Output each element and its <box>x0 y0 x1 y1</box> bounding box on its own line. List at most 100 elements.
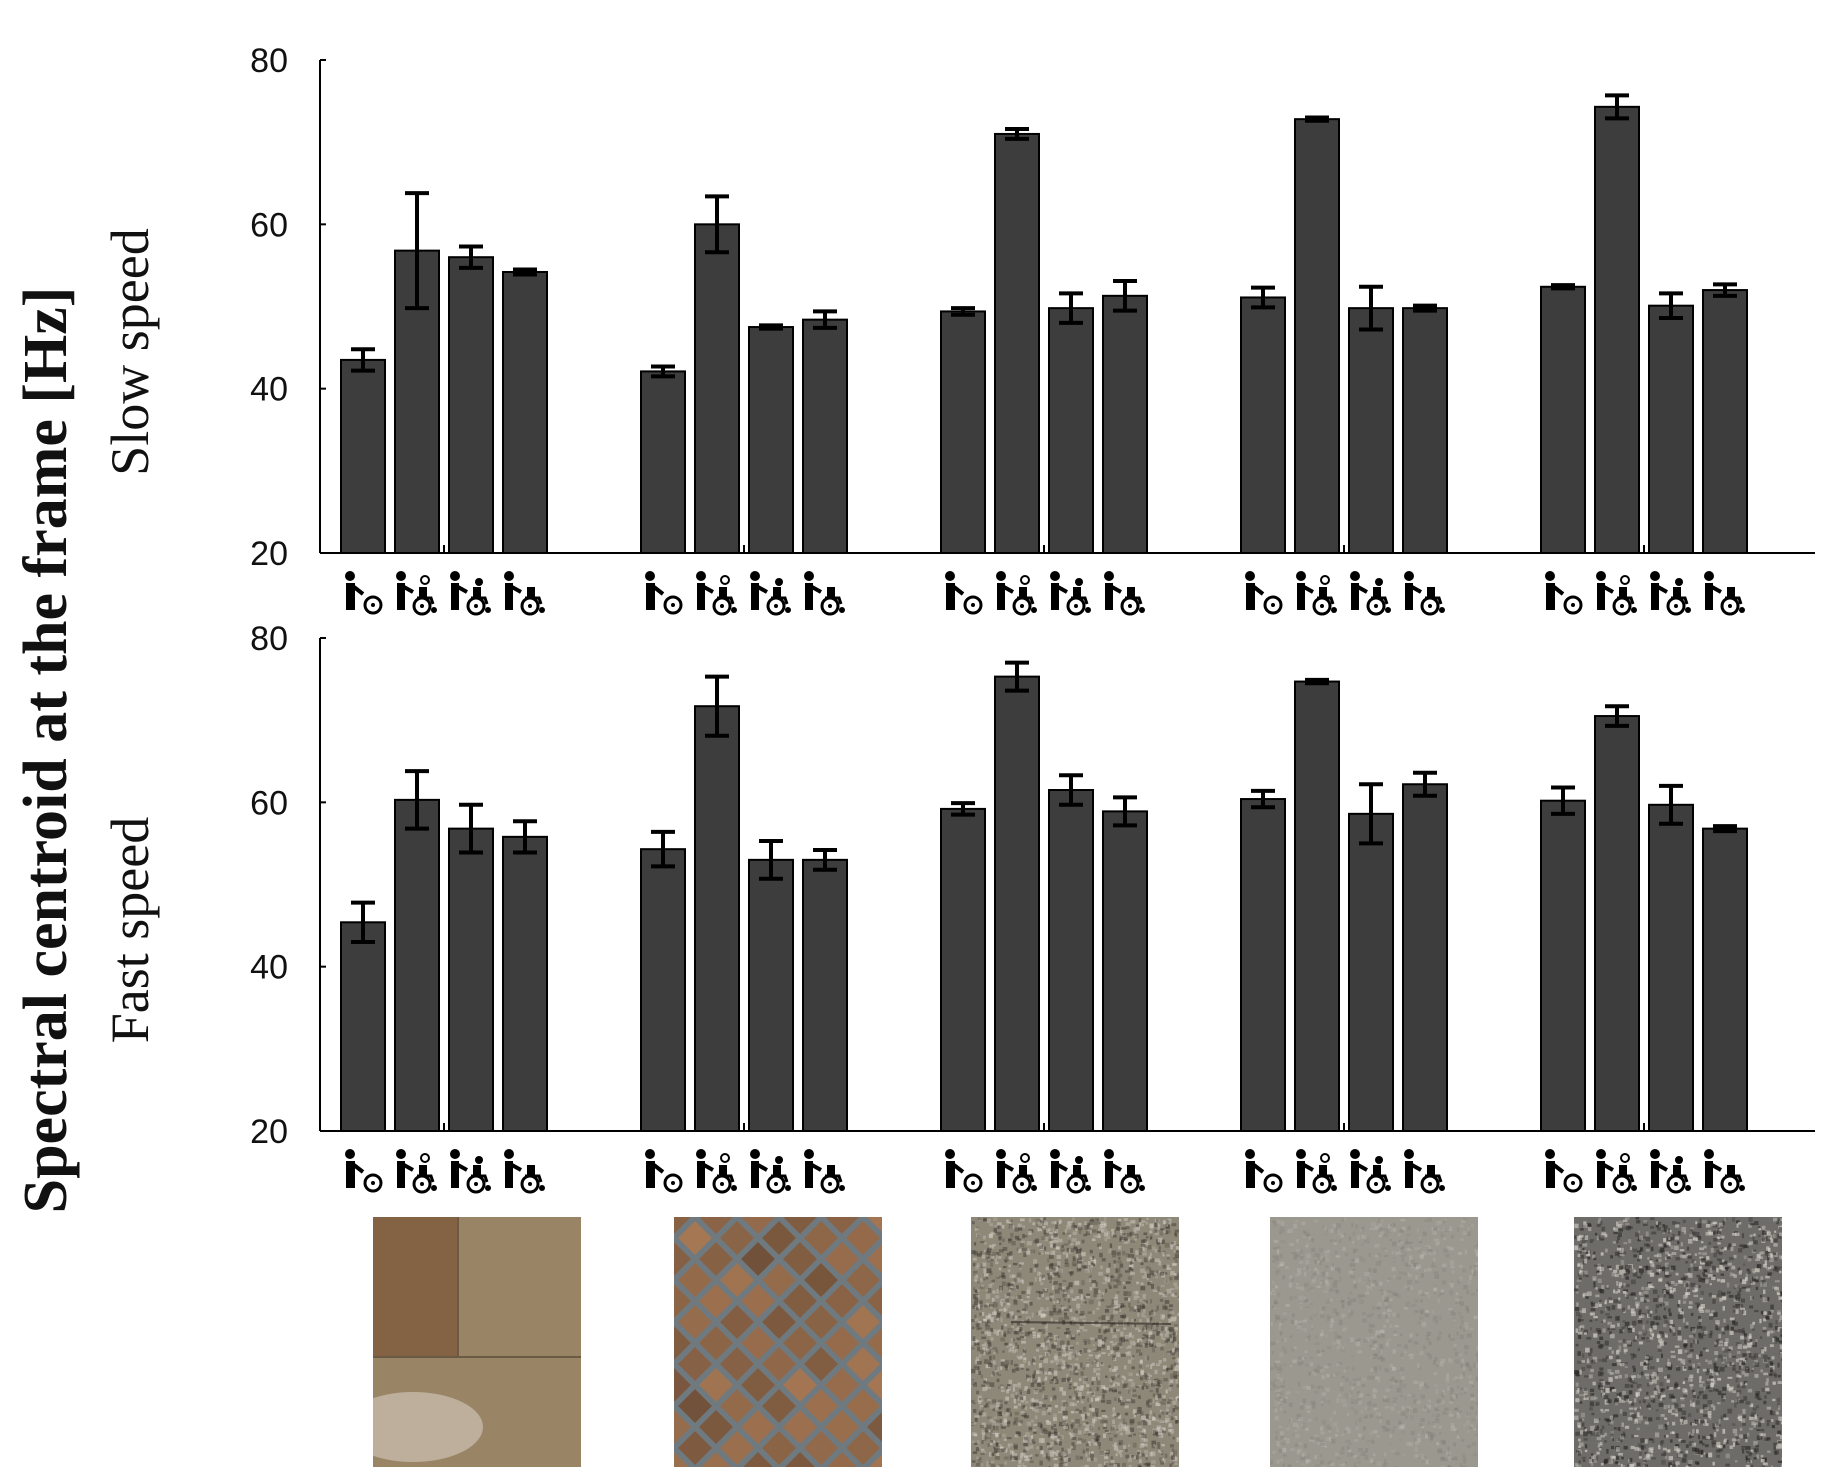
self-propelled-wheelchair-icon <box>804 1149 845 1194</box>
bar <box>1648 304 1694 555</box>
bar-group <box>1540 704 1748 1133</box>
y-tick-label: 40 <box>250 371 288 409</box>
error-bar <box>1113 279 1137 313</box>
error-bar <box>351 347 375 373</box>
error-bar <box>651 829 675 869</box>
walking-aid-user-icon <box>645 571 683 615</box>
wheelchair-with-assistant-icon <box>696 571 737 616</box>
error-bar <box>813 847 837 872</box>
coarse-granite-floor-texture <box>1574 1217 1782 1467</box>
walking-aid-user-icon <box>1245 1149 1283 1193</box>
error-bar <box>1251 285 1275 310</box>
error-bar <box>1251 788 1275 810</box>
bar <box>1240 798 1286 1133</box>
bar-group <box>940 127 1148 555</box>
self-propelled-wheelchair-icon <box>1704 1149 1745 1194</box>
y-tick-label: 60 <box>250 784 288 822</box>
bar <box>1048 789 1094 1133</box>
bar <box>394 798 440 1132</box>
error-bar <box>1005 660 1029 693</box>
error-bar <box>1713 282 1737 298</box>
error-bar <box>651 364 675 379</box>
panel-fast: 20 40 60 80 <box>250 620 1815 1151</box>
error-bar <box>405 769 429 831</box>
self-propelled-wheelchair-icon <box>1404 1149 1445 1194</box>
error-bar <box>1305 677 1329 686</box>
error-bar <box>813 309 837 330</box>
wheelchair-with-assistant-icon <box>996 571 1037 616</box>
error-bar <box>1659 783 1683 826</box>
wheelchair-with-companion-icon <box>750 571 791 616</box>
bar <box>640 848 686 1132</box>
bar <box>1594 715 1640 1133</box>
self-propelled-wheelchair-icon <box>1704 571 1745 616</box>
bar <box>1702 827 1748 1132</box>
error-bar <box>459 802 483 855</box>
wheelchair-with-companion-icon <box>450 571 491 616</box>
bar <box>1102 294 1148 554</box>
walking-aid-user-icon <box>1545 571 1583 615</box>
self-propelled-wheelchair-icon <box>1404 571 1445 616</box>
error-bar <box>1059 291 1083 325</box>
panel-slow: 20 40 60 80 <box>250 42 1815 573</box>
bar <box>1348 812 1394 1132</box>
y-tick-label: 80 <box>250 620 288 658</box>
bar-group <box>1540 93 1748 555</box>
fine-granite-floor-texture <box>971 1217 1179 1467</box>
bar <box>1102 810 1148 1132</box>
error-bar <box>1359 782 1383 846</box>
wheelchair-with-companion-icon <box>1650 571 1691 616</box>
bar <box>340 358 386 554</box>
error-bar <box>351 900 375 945</box>
error-bar <box>1551 283 1575 291</box>
bar <box>502 270 548 554</box>
bar-group <box>640 674 848 1132</box>
error-bar <box>1413 303 1437 313</box>
error-bar <box>705 674 729 738</box>
error-bar <box>759 838 783 881</box>
error-bar <box>1059 773 1083 807</box>
bar <box>640 370 686 554</box>
bar <box>802 858 848 1132</box>
error-bar <box>1659 291 1683 321</box>
bar <box>1294 680 1340 1132</box>
bar-group <box>1240 115 1448 555</box>
bar <box>694 223 740 554</box>
bar <box>1594 105 1640 555</box>
bar <box>1540 799 1586 1132</box>
walking-aid-user-icon <box>345 1149 383 1193</box>
diamond-brick-floor-texture <box>674 1217 882 1467</box>
self-propelled-wheelchair-icon <box>1104 1149 1145 1194</box>
error-bar <box>1605 704 1629 728</box>
error-bar <box>1359 284 1383 332</box>
bar <box>1702 289 1748 554</box>
wheelchair-with-assistant-icon <box>396 571 437 616</box>
bar <box>802 318 848 554</box>
bar <box>994 675 1040 1132</box>
self-propelled-wheelchair-icon <box>504 1149 545 1194</box>
bar <box>1348 307 1394 555</box>
error-bar <box>759 323 783 331</box>
error-bar <box>1551 785 1575 816</box>
walking-aid-user-icon <box>345 571 383 615</box>
wheelchair-with-assistant-icon <box>696 1149 737 1194</box>
fast-speed-label: Fast speed <box>100 817 160 1043</box>
walking-aid-user-icon <box>1245 571 1283 615</box>
bar <box>448 827 494 1132</box>
error-bar <box>459 244 483 270</box>
wheelchair-with-assistant-icon <box>1296 571 1337 616</box>
y-tick-label: 80 <box>250 42 288 80</box>
wheelchair-with-companion-icon <box>1650 1149 1691 1194</box>
slow-speed-label: Slow speed <box>100 228 160 475</box>
bar <box>448 256 494 554</box>
bar <box>1240 296 1286 554</box>
error-bar <box>1005 127 1029 141</box>
bar <box>1648 803 1694 1132</box>
error-bar <box>513 267 537 277</box>
y-tick-label: 40 <box>250 949 288 987</box>
wheelchair-with-companion-icon <box>1050 571 1091 616</box>
wheelchair-with-companion-icon <box>1050 1149 1091 1194</box>
y-tick-label: 60 <box>250 206 288 244</box>
bar-group <box>640 194 848 554</box>
bar <box>940 807 986 1132</box>
